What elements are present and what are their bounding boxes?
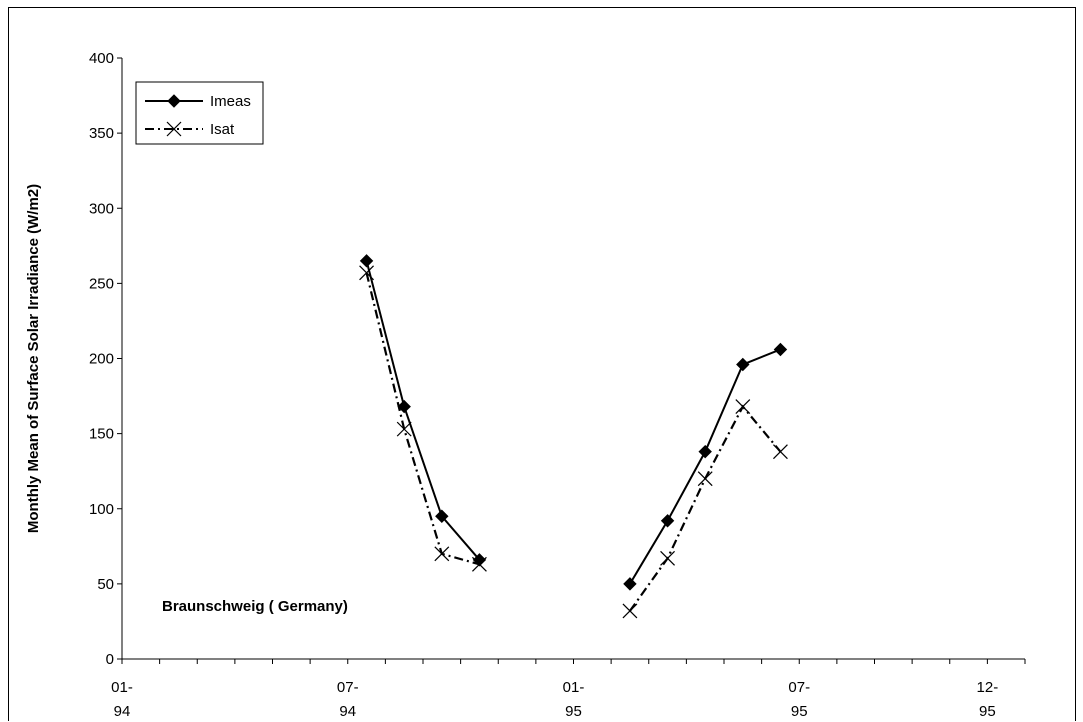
x-marker-stroke xyxy=(697,471,713,487)
x-marker-stroke xyxy=(472,556,487,572)
x-marker-stroke xyxy=(434,546,450,562)
y-axis-title: Monthly Mean of Surface Solar Irradiance… xyxy=(25,184,42,533)
x-tick-label: 95 xyxy=(565,703,582,720)
y-tick-label: 400 xyxy=(89,50,114,67)
legend-isat-marker xyxy=(166,121,182,137)
y-tick-label: 50 xyxy=(97,576,114,593)
axes: 0 50 100 150 200 250 300 350 400 01- 94 07- 94 01- 95 0… xyxy=(89,50,1026,720)
imeas-point xyxy=(773,342,788,357)
imeas-point xyxy=(397,399,411,414)
x-tick-label: 01- xyxy=(563,679,585,696)
x-marker-stroke xyxy=(359,265,374,281)
isat-line xyxy=(629,404,782,612)
isat-point xyxy=(359,265,374,281)
isat-point xyxy=(396,421,412,437)
imeas-point xyxy=(623,577,637,591)
x-tick-label: 07- xyxy=(788,679,810,696)
imeas-line xyxy=(365,260,481,561)
x-tick-label: 94 xyxy=(339,703,356,720)
x-marker-stroke xyxy=(396,421,412,437)
x-tick-label: 95 xyxy=(791,703,808,720)
isat-point xyxy=(773,444,788,460)
series-imeas xyxy=(359,254,788,591)
y-tick-label: 150 xyxy=(89,426,114,443)
y-tick-label: 350 xyxy=(89,125,114,142)
y-tick-label: 300 xyxy=(89,200,114,217)
x-tick-label: 01- xyxy=(111,679,133,696)
isat-point xyxy=(697,471,713,487)
x-tick-label: 95 xyxy=(979,703,996,720)
isat-point xyxy=(472,556,487,572)
chart-frame xyxy=(8,7,1076,721)
isat-point xyxy=(660,550,675,566)
series-layer xyxy=(359,254,788,619)
isat-line xyxy=(365,272,480,566)
imeas-line xyxy=(629,348,781,585)
y-tick-label: 100 xyxy=(89,501,114,518)
imeas-point xyxy=(698,444,712,459)
x-marker-stroke xyxy=(735,399,751,415)
legend-imeas-label: Imeas xyxy=(210,93,251,110)
legend-imeas-marker xyxy=(167,94,181,108)
x-marker-stroke xyxy=(660,550,675,566)
x-tick-label: 07- xyxy=(337,679,359,696)
imeas-point xyxy=(435,509,449,523)
y-tick-label: 200 xyxy=(89,351,114,368)
x-tick-label: 94 xyxy=(114,703,131,720)
isat-point xyxy=(434,546,450,562)
legend-box xyxy=(135,81,264,145)
x-tick-label: 12- xyxy=(977,679,999,696)
isat-point xyxy=(735,399,751,415)
y-tick-label: 250 xyxy=(89,275,114,292)
isat-point xyxy=(622,603,638,619)
legend-isat-label: Isat xyxy=(210,121,235,138)
series-isat xyxy=(359,265,788,619)
imeas-point xyxy=(359,254,374,268)
x-marker-stroke xyxy=(773,444,788,460)
imeas-point xyxy=(660,514,675,528)
x-marker-stroke xyxy=(166,121,182,137)
location-annotation: Braunschweig ( Germany) xyxy=(162,598,348,615)
y-tick-label: 0 xyxy=(106,651,114,668)
legend: Imeas Isat xyxy=(135,81,264,145)
x-marker-stroke xyxy=(622,603,638,619)
imeas-point xyxy=(736,357,750,372)
